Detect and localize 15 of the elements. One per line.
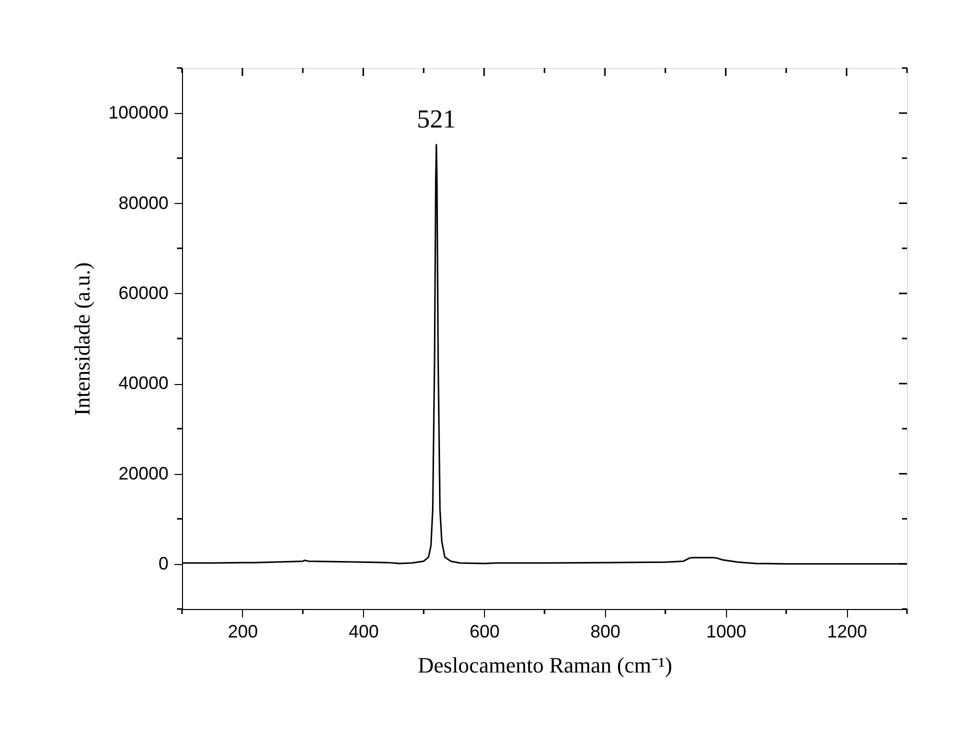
y-tick-label: 20000 [118,463,168,484]
x-tick-label: 1000 [706,622,746,642]
y-tick-label: 0 [158,553,168,574]
x-tick-label: 600 [470,622,500,642]
y-tick-label: 40000 [118,373,168,394]
x-tick-label: 800 [590,622,620,642]
y-axis-title: Intensidade (a.u.) [69,262,94,416]
x-tick-label: 200 [228,622,258,642]
x-tick-label: 400 [348,622,379,642]
x-axis-title: Deslocamento Raman (cm⁻¹) [418,652,672,678]
x-tick-label: 1200 [827,622,868,642]
y-tick-label: 80000 [118,192,168,213]
y-tick-label: 100000 [108,102,168,123]
y-tick-label: 60000 [118,282,168,303]
annotation: 521 [416,104,456,134]
